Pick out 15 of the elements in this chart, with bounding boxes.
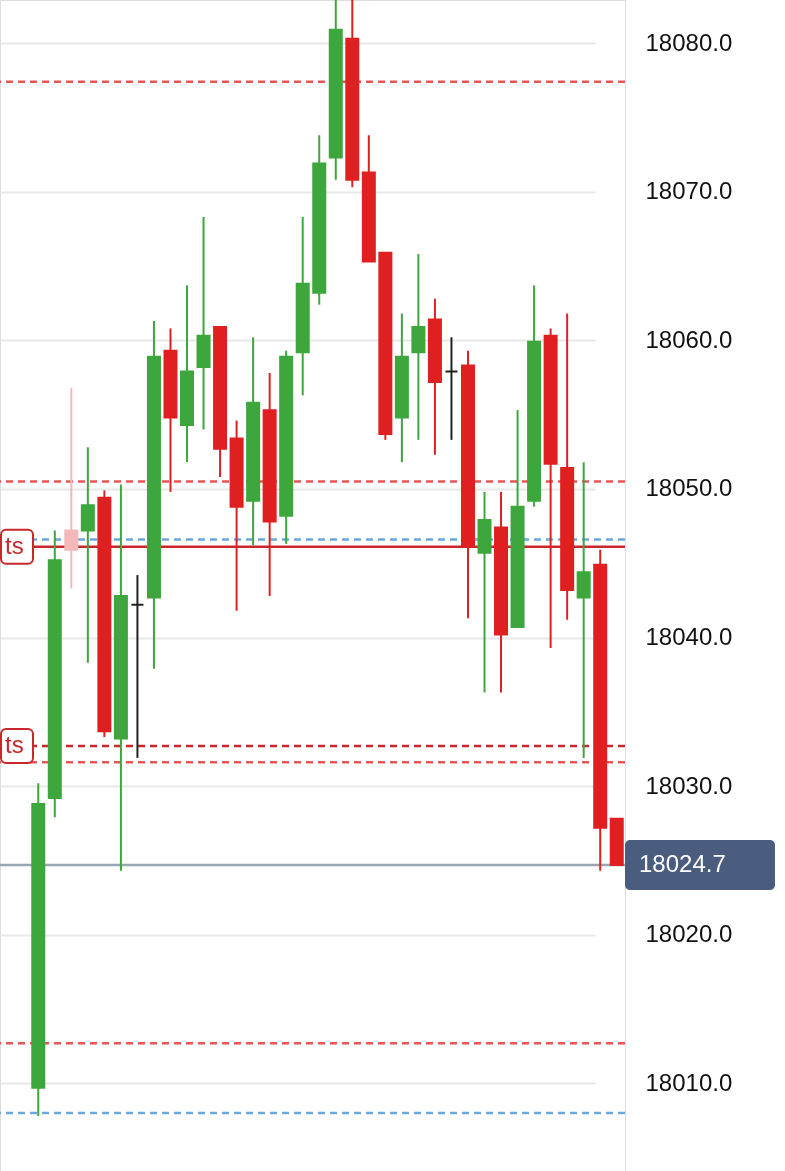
y-tick-label: 18020.0 bbox=[645, 920, 733, 948]
candlestick bbox=[130, 574, 145, 759]
candlestick bbox=[64, 386, 79, 590]
y-tick-label: 18060.0 bbox=[645, 325, 733, 353]
y-tick-label: 18040.0 bbox=[645, 623, 733, 651]
ref-line-label: ts bbox=[5, 730, 24, 758]
ref-line-label: ts bbox=[5, 531, 24, 559]
y-tick-label: 18080.0 bbox=[645, 28, 733, 56]
candlestick bbox=[444, 336, 459, 441]
y-tick-label: 18070.0 bbox=[645, 177, 733, 205]
candlestick bbox=[576, 461, 591, 759]
ref-line-label: 18024.7 bbox=[639, 849, 726, 877]
y-tick-label: 18030.0 bbox=[645, 771, 733, 799]
y-tick-label: 18010.0 bbox=[645, 1068, 733, 1096]
y-tick-label: 18050.0 bbox=[645, 474, 733, 502]
